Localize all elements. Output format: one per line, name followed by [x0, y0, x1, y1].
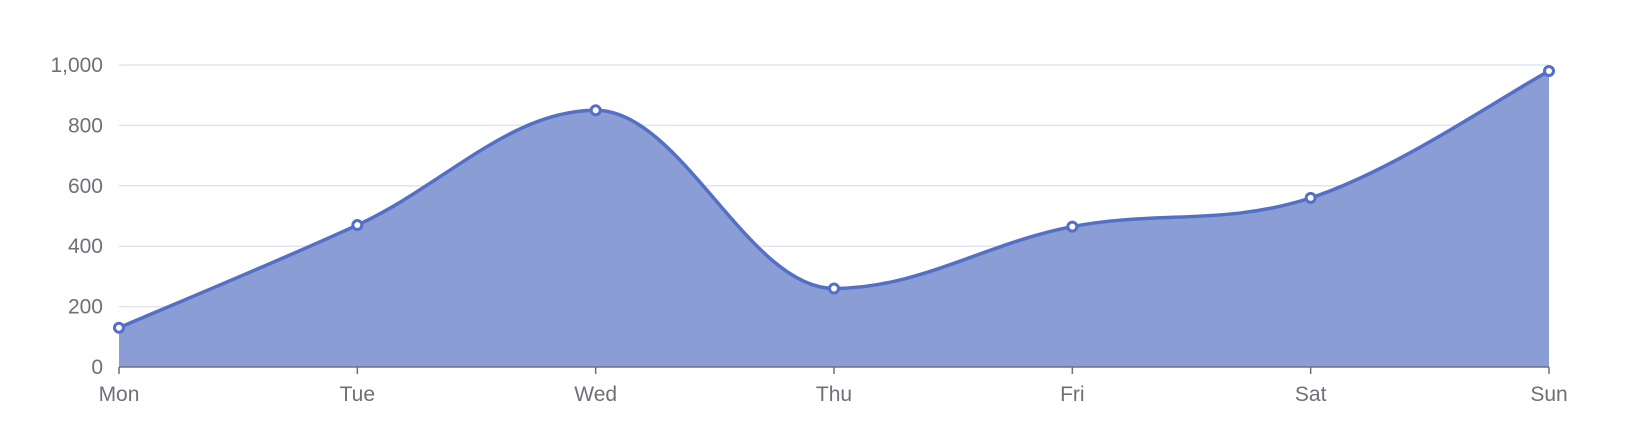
y-tick-label: 200: [68, 296, 103, 319]
area-series: [118, 69, 1550, 367]
x-tick-label: Sun: [1530, 383, 1567, 406]
data-point: [1543, 65, 1555, 78]
data-point: [828, 282, 840, 295]
data-point: [1066, 220, 1079, 233]
y-axis-labels: 0 200 400 600 800 1,000: [50, 54, 103, 379]
x-tick-label: Tue: [340, 383, 375, 406]
x-axis: [118, 366, 1550, 374]
data-points: [113, 65, 1555, 334]
data-point: [1304, 191, 1317, 204]
x-tick-label: Thu: [816, 383, 852, 406]
x-tick-label: Mon: [99, 383, 140, 406]
data-point: [113, 321, 125, 334]
y-tick-label: 1,000: [50, 54, 103, 77]
data-point: [589, 104, 602, 117]
y-tick-label: 0: [91, 356, 103, 379]
data-point: [351, 219, 364, 232]
y-tick-label: 400: [68, 235, 103, 258]
x-tick-label: Sat: [1295, 383, 1327, 406]
y-tick-label: 800: [68, 114, 103, 137]
x-tick-label: Wed: [574, 383, 617, 406]
y-tick-label: 600: [68, 175, 103, 198]
area-fill: [119, 71, 1549, 367]
x-axis-labels: Mon Tue Wed Thu Fri Sat Sun: [99, 383, 1568, 406]
x-tick-label: Fri: [1060, 383, 1085, 406]
